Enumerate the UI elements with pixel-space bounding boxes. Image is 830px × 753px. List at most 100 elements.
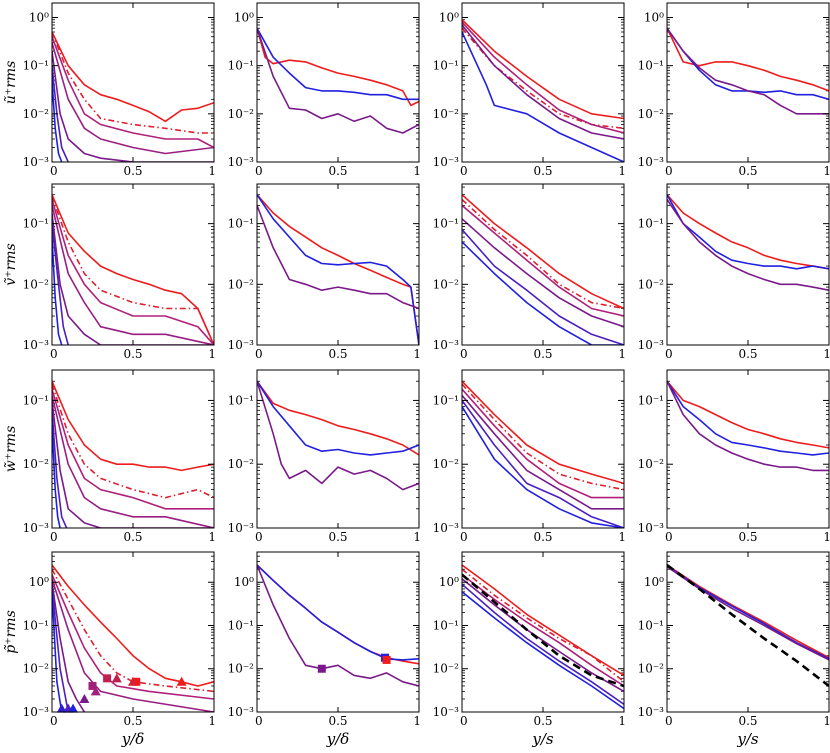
series-line-blue-2 [462, 591, 624, 710]
series-line-red [462, 564, 624, 677]
x-tick-label: 0 [255, 347, 263, 361]
y-tick-label: 10⁻³ [228, 521, 255, 535]
y-tick-label: 10⁻³ [638, 521, 665, 535]
marker-square [317, 664, 326, 673]
series-group [667, 27, 829, 115]
series-line-red-2 [462, 383, 624, 491]
x-tick-label: 0.5 [738, 164, 757, 178]
x-tick-label: 0 [50, 530, 58, 544]
y-tick-label: 10⁻² [638, 277, 665, 291]
series-line-purple [462, 394, 624, 510]
series-line-purple [52, 212, 214, 345]
plot-frame [666, 551, 830, 713]
y-tick-label: 10⁻³ [433, 338, 460, 352]
y-tick-label: 10⁻¹ [228, 393, 254, 407]
y-tick-label: 10⁻² [23, 662, 50, 676]
x-tick-label: 0.5 [123, 347, 142, 361]
y-tick-label: 10⁻³ [433, 521, 460, 535]
panel-r0-c3: 0 0.5 1 10⁰ 10⁻¹ 10⁻² 10⁻³ [638, 2, 830, 178]
y-tick-label: 10⁻³ [638, 338, 665, 352]
series-group [257, 564, 419, 687]
y-tick-label: 10⁻³ [228, 155, 255, 169]
panel-r3-c2: 0 0.5 1 10⁰ 10⁻¹ 10⁻² 10⁻³ y/s [433, 551, 626, 748]
series-line-red-2 [52, 383, 214, 499]
y-tick-label: 10⁻² [228, 277, 255, 291]
series-group [257, 380, 419, 491]
series-group [52, 380, 214, 528]
panel-r0-c1: 0 0.5 1 10⁰ 10⁻¹ 10⁻² 10⁻³ [228, 2, 421, 178]
x-tick-label: 1 [208, 347, 216, 361]
panel-r2-c2: 0 0.5 1 10⁻¹ 10⁻² 10⁻³ [433, 369, 626, 544]
x-tick-label: 0.5 [328, 714, 347, 728]
series-group [257, 194, 419, 345]
x-tick-label: 0 [460, 714, 468, 728]
x-tick-label: 0.5 [123, 530, 142, 544]
y-axis-label: ũ⁺rms [3, 61, 19, 105]
x-tick-label: 1 [823, 164, 830, 178]
series-line-red [667, 194, 829, 270]
panel-r0-c2: 0 0.5 1 10⁰ 10⁻¹ 10⁻² 10⁻³ [433, 2, 626, 178]
y-tick-label: 10⁻² [433, 277, 460, 291]
y-tick-label: 10⁻¹ [228, 59, 254, 73]
y-tick-label: 10⁻³ [638, 705, 665, 719]
x-tick-label: 0 [460, 347, 468, 361]
y-tick-label: 10⁻³ [23, 705, 50, 719]
y-tick-label: 10⁻¹ [228, 618, 254, 632]
series-line-red [667, 380, 829, 449]
x-tick-label: 0 [665, 530, 673, 544]
x-tick-label: 1 [618, 714, 626, 728]
x-tick-label: 1 [618, 530, 626, 544]
series-line-mid-2 [52, 395, 214, 528]
plot-frame [51, 2, 215, 163]
series-line-red [257, 380, 419, 456]
series-line-red [257, 27, 419, 107]
series-line-purple [257, 27, 419, 134]
series-group [462, 194, 624, 345]
y-tick-label: 10⁻² [638, 662, 665, 676]
x-tick-label: 0 [255, 164, 263, 178]
series-line-blue [462, 31, 624, 162]
panel-r1-c3: 0 0.5 1 10⁻¹ 10⁻² 10⁻³ [638, 183, 830, 361]
series-line-mid-1 [52, 36, 214, 149]
series-group [257, 27, 419, 134]
x-tick-label: 0.5 [533, 714, 552, 728]
y-tick-label: 10⁻² [638, 457, 665, 471]
y-tick-label: 10⁻² [228, 107, 255, 121]
x-tick-label: 0 [255, 714, 263, 728]
series-line-blue-2 [462, 241, 624, 345]
marker-triangle [68, 703, 79, 713]
series-line-purple [667, 380, 829, 472]
panel-r2-c3: 0 0.5 1 10⁻¹ 10⁻² 10⁻³ [638, 369, 830, 544]
y-tick-label: 10⁰ [644, 575, 664, 589]
x-tick-label: 1 [208, 530, 216, 544]
series-line-blue [257, 380, 419, 456]
series-line-red [462, 194, 624, 310]
series-line-blue-1 [52, 65, 69, 162]
y-tick-label: 10⁰ [439, 10, 459, 24]
x-axis-label: y/s [531, 730, 554, 748]
marker-square [103, 674, 112, 683]
y-tick-label: 10⁻³ [228, 338, 255, 352]
series-line-blue-1 [462, 583, 624, 706]
y-tick-label: 10⁻¹ [433, 618, 459, 632]
marker-triangle [128, 676, 138, 686]
y-tick-label: 10⁻¹ [638, 59, 664, 73]
x-tick-label: 0 [50, 164, 58, 178]
series-line-purple [667, 199, 829, 291]
marker-triangle [79, 693, 90, 703]
series-line-purple [257, 205, 419, 310]
marker-triangle [176, 676, 187, 686]
y-tick-label: 10⁰ [29, 10, 49, 24]
series-group [52, 564, 214, 712]
y-tick-label: 10⁻² [433, 107, 460, 121]
series-line-mid-2 [52, 42, 214, 155]
marker-square [132, 677, 141, 686]
series-line-blue-1 [52, 223, 69, 345]
y-tick-label: 10⁰ [644, 10, 664, 24]
series-line-blue [257, 194, 419, 345]
series-line-blue [257, 564, 419, 661]
series-line-blue-1 [462, 399, 624, 528]
x-tick-label: 0.5 [328, 530, 347, 544]
y-tick-label: 10⁻² [23, 107, 50, 121]
panel-r3-c3: 0 0.5 1 10⁰ 10⁻¹ 10⁻² 10⁻³ y/s [638, 551, 830, 748]
